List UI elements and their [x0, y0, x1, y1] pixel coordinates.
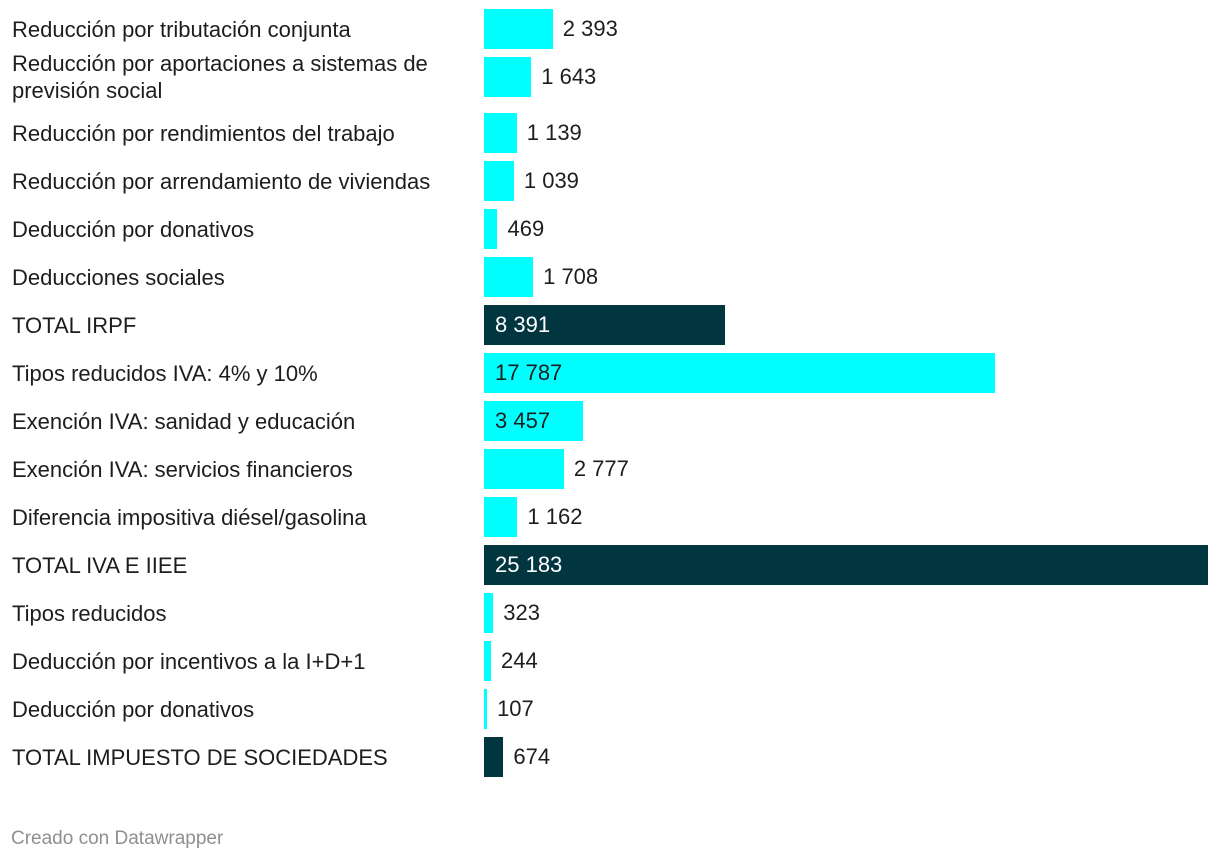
- category-label: Tipos reducidos IVA: 4% y 10%: [12, 360, 318, 386]
- value-label: 8 391: [495, 312, 551, 337]
- category-label: Deducción por donativos: [12, 216, 255, 242]
- bar: [484, 497, 518, 537]
- category-label: TOTAL IRPF: [12, 312, 137, 338]
- bar: [484, 593, 494, 633]
- value-label: 1 643: [541, 64, 597, 89]
- bar: [484, 57, 532, 97]
- bar: [484, 641, 491, 681]
- value-label: 244: [501, 648, 538, 673]
- total-bar: [484, 545, 1208, 585]
- category-label: Deducción por donativos: [12, 696, 255, 722]
- category-label: TOTAL IMPUESTO DE SOCIEDADES: [12, 744, 388, 770]
- category-label: Deducciones sociales: [12, 264, 225, 290]
- total-bar: [484, 737, 504, 777]
- value-label: 2 777: [573, 456, 629, 481]
- bar: [484, 9, 553, 49]
- bar: [484, 113, 517, 153]
- category-label: Deducción por incentivos a la I+D+1: [12, 648, 366, 674]
- value-label: 1 139: [526, 120, 582, 145]
- value-label: 25 183: [495, 552, 563, 577]
- value-label: 323: [503, 600, 540, 625]
- category-label: Reducción por tributación conjunta: [12, 16, 351, 42]
- bar: [484, 161, 514, 201]
- category-label: Tipos reducidos: [12, 600, 167, 626]
- bar: [484, 257, 534, 297]
- total-bar: [484, 305, 726, 345]
- category-label: Reducción por rendimientos del trabajo: [12, 120, 395, 146]
- value-label: 1 162: [527, 504, 583, 529]
- bar: [484, 401, 584, 441]
- category-label: Reducción por arrendamiento de viviendas: [12, 168, 431, 194]
- bar: [484, 689, 488, 729]
- category-label: Reducción por aportaciones a sistemas de…: [12, 51, 428, 103]
- value-label: 2 393: [562, 16, 618, 41]
- chart-credit: Creado con Datawrapper: [11, 828, 224, 849]
- category-label: TOTAL IVA E IIEE: [12, 552, 188, 578]
- bar: [484, 209, 498, 249]
- bar: [484, 449, 564, 489]
- category-label: Diferencia impositiva diésel/gasolina: [12, 504, 367, 530]
- category-label: Exención IVA: servicios financieros: [12, 456, 353, 482]
- value-label: 107: [497, 696, 534, 721]
- value-label: 17 787: [495, 360, 563, 385]
- value-label: 1 039: [523, 168, 579, 193]
- value-label: 469: [507, 216, 545, 241]
- value-label: 1 708: [543, 264, 599, 289]
- value-label: 3 457: [495, 408, 551, 433]
- bar: [484, 353, 996, 393]
- category-label: Exención IVA: sanidad y educación: [12, 408, 356, 434]
- value-label: 674: [513, 744, 551, 769]
